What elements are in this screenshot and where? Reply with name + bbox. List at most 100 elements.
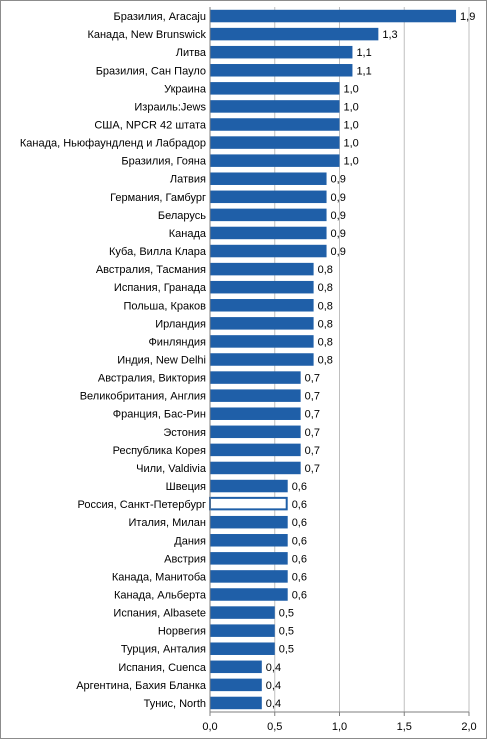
value-label: 0,9 — [331, 210, 346, 222]
bar — [210, 244, 327, 258]
bar — [210, 389, 301, 402]
bar — [210, 353, 314, 366]
category-label: Канада, New Brunswick — [87, 29, 206, 41]
value-label: 1,9 — [460, 11, 475, 23]
category-label: Италия, Милан — [129, 517, 207, 529]
bar — [210, 534, 288, 547]
category-label: Великобритания, Англия — [80, 391, 206, 403]
bar — [210, 552, 288, 565]
value-label: 1,0 — [344, 138, 359, 150]
category-label: Бразилия, Aracaju — [114, 11, 206, 23]
bar — [210, 226, 327, 240]
category-label: Швеция — [166, 481, 206, 493]
bar — [210, 407, 301, 420]
category-label: Германия, Гамбург — [110, 192, 206, 204]
category-label: Испания, Albasete — [113, 608, 206, 620]
bar — [210, 100, 340, 113]
bar — [210, 461, 301, 475]
value-label: 0,5 — [279, 626, 294, 638]
bar — [210, 82, 340, 95]
x-tick-label: 1,0 — [332, 721, 347, 733]
bar — [210, 317, 314, 330]
x-tick-label: 0,5 — [267, 721, 282, 733]
value-label: 0,8 — [318, 300, 333, 312]
bar — [210, 696, 262, 710]
category-label: Канада, Ньюфаундленд и Лабрадор — [20, 138, 206, 150]
bar — [210, 136, 340, 149]
value-label: 0,6 — [292, 571, 307, 583]
bar — [210, 154, 340, 167]
category-label: Бразилия, Сан Пауло — [96, 65, 206, 77]
bar — [210, 570, 288, 583]
category-label: Тунис, North — [144, 698, 206, 710]
bar — [210, 27, 379, 41]
value-label: 1,0 — [344, 101, 359, 113]
value-label: 1,0 — [344, 156, 359, 168]
value-label: 0,7 — [305, 427, 320, 439]
category-label: Латвия — [170, 174, 206, 186]
value-label: 0,8 — [318, 264, 333, 276]
value-label: 0,5 — [279, 644, 294, 656]
category-label: Чили, Valdivia — [136, 463, 207, 475]
x-tick-label: 0,0 — [202, 721, 217, 733]
value-label: 0,6 — [292, 499, 307, 511]
bar — [210, 443, 301, 457]
value-label: 1,0 — [344, 83, 359, 95]
bar — [210, 190, 327, 204]
bar — [210, 678, 262, 692]
bar — [210, 208, 327, 222]
value-label: 0,9 — [331, 174, 346, 186]
bar — [210, 118, 340, 131]
value-label: 0,9 — [331, 246, 346, 258]
category-label: Финляндия — [148, 336, 206, 348]
category-label: Республика Корея — [113, 445, 206, 457]
category-label: Дания — [174, 535, 206, 547]
category-label: Россия, Санкт-Петербург — [78, 499, 206, 511]
bar — [210, 588, 288, 601]
category-label: Канада, Манитоба — [112, 571, 207, 583]
bar — [210, 299, 314, 312]
category-label: Франция, Бас-Рин — [113, 409, 206, 421]
category-label: Австралия, Тасмания — [96, 264, 206, 276]
value-label: 1,1 — [356, 47, 371, 59]
category-label: Эстония — [163, 427, 206, 439]
bar — [210, 479, 288, 493]
bar — [210, 9, 457, 23]
bar — [210, 371, 301, 384]
value-label: 0,7 — [305, 409, 320, 421]
bar — [210, 515, 288, 529]
category-label: Беларусь — [158, 210, 206, 222]
value-label: 0,8 — [318, 282, 333, 294]
value-label: 0,7 — [305, 463, 320, 475]
value-label: 0,4 — [266, 680, 281, 692]
value-label: 0,4 — [266, 662, 281, 674]
value-label: 0,6 — [292, 535, 307, 547]
bar — [210, 335, 314, 348]
value-label: 0,7 — [305, 445, 320, 457]
value-label: 0,6 — [292, 553, 307, 565]
category-label: Канада — [169, 228, 207, 240]
category-label: Турция, Анталия — [121, 644, 206, 656]
category-label: США, NPCR 42 штата — [94, 120, 207, 132]
value-label: 0,4 — [266, 698, 281, 710]
value-label: 0,9 — [331, 192, 346, 204]
value-label: 0,7 — [305, 373, 320, 385]
bar — [210, 64, 353, 77]
value-label: 0,8 — [318, 355, 333, 367]
bar — [210, 606, 275, 619]
bar — [210, 280, 314, 294]
value-label: 0,6 — [292, 481, 307, 493]
value-label: 0,6 — [292, 590, 307, 602]
x-tick-label: 2,0 — [461, 721, 476, 733]
bar — [210, 642, 275, 655]
bar — [210, 425, 301, 439]
value-label: 0,9 — [331, 228, 346, 240]
category-label: Австрия — [164, 553, 206, 565]
category-label: Бразилия, Гояна — [121, 156, 207, 168]
category-label: Куба, Вилла Клара — [109, 246, 207, 258]
category-label: Польша, Краков — [123, 300, 206, 312]
category-label: Норвегия — [158, 626, 206, 638]
value-label: 1,1 — [356, 65, 371, 77]
